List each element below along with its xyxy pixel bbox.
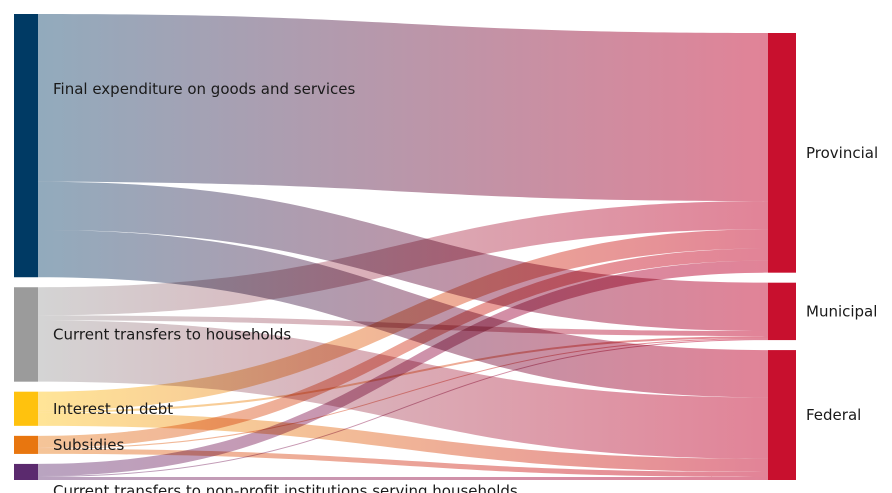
source-label-households: Current transfers to households <box>53 325 291 343</box>
target-label-municipal: Municipal <box>806 302 877 320</box>
target-node-provincial <box>768 33 796 273</box>
flow-subsidies-to-federal <box>38 448 768 477</box>
source-node-households <box>14 287 38 382</box>
source-label-interest: Interest on debt <box>53 400 173 418</box>
source-label-subsidies: Subsidies <box>53 436 124 454</box>
source-node-interest <box>14 391 38 426</box>
source-label-goods: Final expenditure on goods and services <box>53 80 355 98</box>
flow-interest-to-provincial <box>38 229 768 411</box>
target-label-federal: Federal <box>806 406 861 424</box>
target-node-federal <box>768 350 796 480</box>
source-node-npish <box>14 463 38 480</box>
source-node-subsidies <box>14 435 38 454</box>
flow-goods-to-provincial <box>38 14 768 202</box>
target-node-municipal <box>768 282 796 341</box>
source-label-npish: Current transfers to non-profit institut… <box>53 482 518 493</box>
flow-npish-to-federal <box>38 476 768 480</box>
flow-subsidies-to-provincial <box>38 248 768 448</box>
nodes <box>14 14 796 480</box>
flow-npish-to-municipal <box>38 339 768 477</box>
target-label-provincial: Provincial <box>806 144 878 162</box>
flow-households-to-provincial <box>38 201 768 316</box>
flow-subsidies-to-municipal <box>38 338 768 449</box>
flow-npish-to-provincial <box>38 260 768 476</box>
flow-links <box>38 14 768 480</box>
source-node-goods <box>14 14 38 278</box>
flow-households-to-federal <box>38 320 768 459</box>
flow-interest-to-municipal <box>38 336 768 413</box>
node-labels: Final expenditure on goods and services C… <box>53 80 878 493</box>
